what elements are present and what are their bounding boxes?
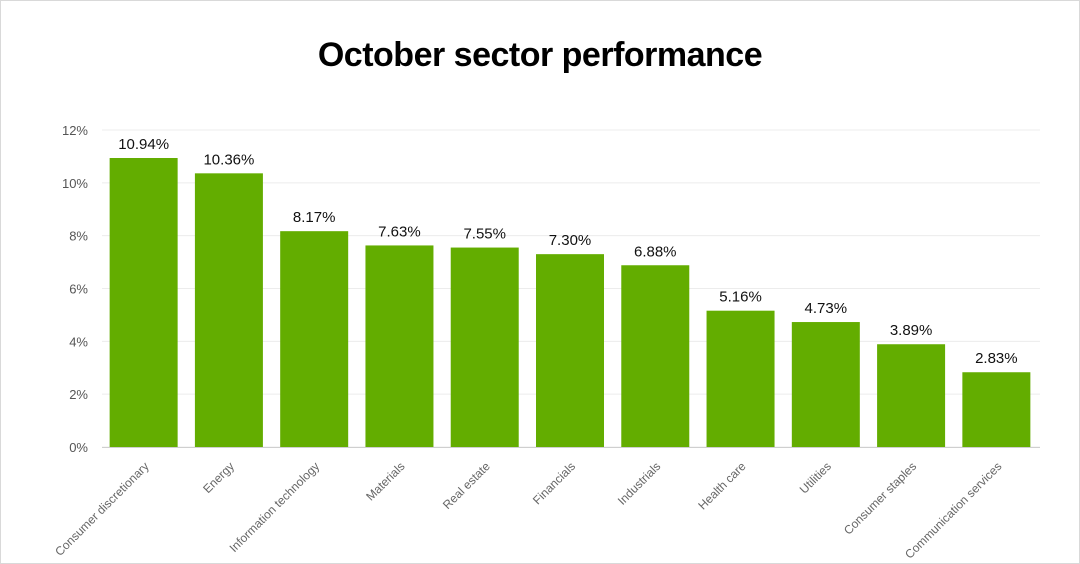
- y-tick-label: 4%: [69, 334, 88, 349]
- bar: [962, 372, 1031, 447]
- bar: [194, 173, 263, 447]
- bar: [791, 322, 860, 447]
- chart-title: October sector performance: [317, 36, 763, 74]
- category-label: Real estate: [440, 459, 493, 512]
- data-label: 4.73%: [805, 300, 848, 317]
- bar: [877, 344, 946, 447]
- y-tick-label: 0%: [69, 440, 88, 455]
- bar: [450, 247, 519, 447]
- y-tick-label: 6%: [69, 282, 88, 297]
- bar: [365, 245, 434, 447]
- category-label: Information technology: [227, 459, 323, 555]
- data-labels: 10.94% 10.36% 8.17% 7.63% 7.55% 7.30% 6.88% 5.1…: [118, 136, 1017, 367]
- category-labels: Consumer discretionary EnergyInformation …: [52, 459, 1004, 562]
- category-label: Utilities: [797, 459, 834, 496]
- category-label: Consumer discretionary: [52, 459, 152, 559]
- data-label: 2.83%: [975, 350, 1018, 367]
- bars: [109, 158, 1031, 448]
- category-label: Materials: [363, 459, 407, 503]
- bar: [621, 265, 690, 447]
- y-tick-label: 8%: [69, 229, 88, 244]
- data-label: 8.17%: [293, 209, 336, 226]
- data-label: 10.36%: [203, 151, 254, 168]
- y-axis-ticks: 0% 2% 4% 6% 8% 10% 12%: [62, 123, 88, 455]
- y-tick-label: 10%: [62, 176, 88, 191]
- bar: [280, 231, 349, 447]
- bar: [706, 310, 775, 447]
- y-tick-label: 12%: [62, 123, 88, 138]
- data-label: 3.89%: [890, 322, 933, 339]
- category-label: Financials: [530, 459, 578, 507]
- y-tick-label: 2%: [69, 387, 88, 402]
- data-label: 5.16%: [719, 289, 762, 306]
- category-label: Industrials: [615, 459, 664, 508]
- category-label: Energy: [200, 459, 237, 496]
- data-label: 7.30%: [549, 232, 592, 249]
- data-label: 6.88%: [634, 243, 677, 260]
- bar: [109, 158, 178, 448]
- data-label: 10.94%: [118, 136, 169, 153]
- bar: [536, 254, 604, 447]
- category-label: Communication services: [902, 459, 1004, 561]
- category-label: Consumer staples: [841, 459, 919, 537]
- data-label: 7.55%: [463, 226, 506, 243]
- category-label: Health care: [695, 459, 749, 513]
- data-label: 7.63%: [378, 223, 421, 240]
